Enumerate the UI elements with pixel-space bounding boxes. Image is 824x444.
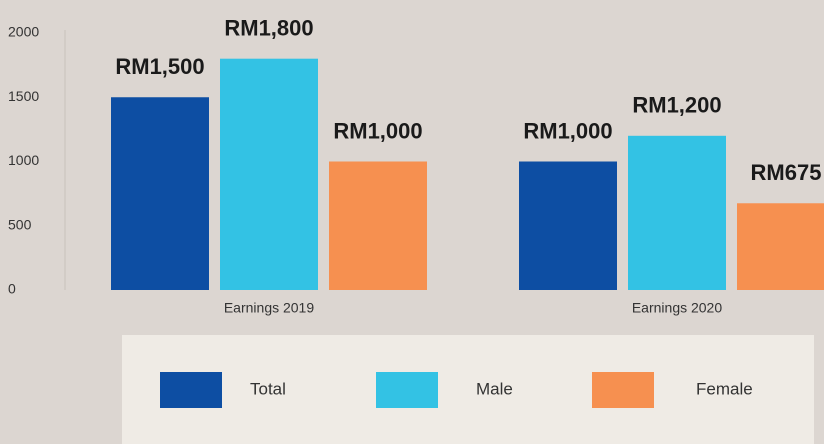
value-label: RM675 [751,160,822,185]
y-tick-label: 1000 [8,152,39,168]
legend-swatch [160,372,222,408]
x-tick-label: Earnings 2020 [632,300,723,316]
bar [111,97,209,290]
bar [737,203,824,290]
bar [628,135,726,290]
bar [519,161,617,290]
y-tick-label: 0 [8,281,16,297]
bar [220,58,318,291]
legend-label: Male [476,379,513,398]
value-label: RM1,000 [523,118,612,143]
legend-swatch [376,372,438,408]
x-tick-label: Earnings 2019 [224,300,315,316]
legend-box [122,335,814,444]
y-tick-label: 2000 [8,24,39,40]
legend-label: Total [250,379,286,398]
value-label: RM1,000 [333,118,422,143]
y-tick-label: 1500 [8,88,39,104]
bar [329,161,427,290]
value-label: RM1,200 [632,93,721,118]
legend-swatch [592,372,654,408]
legend-label: Female [696,379,753,398]
value-label: RM1,800 [224,16,313,41]
y-tick-label: 500 [8,216,32,232]
value-label: RM1,500 [115,54,204,79]
